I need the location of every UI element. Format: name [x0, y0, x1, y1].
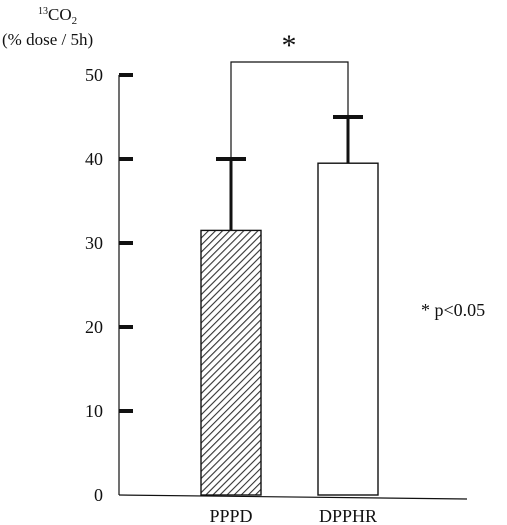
y-axis-label: 13CO2	[38, 5, 77, 27]
bar-pppd	[200, 229, 262, 496]
y-axis-unit: (% dose / 5h)	[2, 30, 93, 49]
p-value-note: * p<0.05	[421, 300, 485, 320]
bar-dpphr	[317, 162, 379, 496]
x-tick-label: PPPD	[209, 506, 252, 525]
y-tick-label: 0	[94, 485, 103, 505]
y-axis-label-subscript: 2	[72, 15, 78, 27]
y-axis-label-main: CO	[48, 5, 72, 24]
x-tick-label: DPPHR	[319, 506, 377, 525]
y-tick-label: 40	[85, 149, 103, 169]
y-tick-label: 20	[85, 317, 103, 337]
y-tick-label: 10	[85, 401, 103, 421]
significance-marker: *	[282, 29, 297, 62]
x-axis-line	[118, 494, 468, 500]
significance-bracket	[230, 61, 349, 159]
y-tick-label: 30	[85, 233, 103, 253]
y-tick-label: 50	[85, 65, 103, 85]
y-axis-label-isotope: 13	[38, 6, 48, 17]
